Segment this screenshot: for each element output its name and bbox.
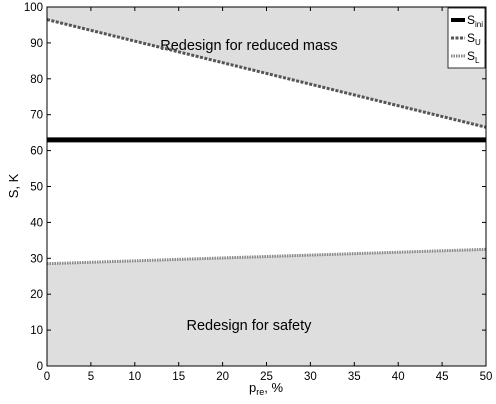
legend: Sini SU SL [447, 7, 486, 69]
x-tick-label: 30 [304, 371, 317, 383]
legend-label: Sini [467, 13, 483, 29]
region-reduced-mass [47, 7, 486, 128]
y-axis-label: S, K [6, 173, 21, 198]
y-tick-label: 20 [30, 289, 43, 301]
annotation-safety: Redesign for safety [186, 318, 312, 334]
region-safety [47, 249, 486, 366]
series-lines [46, 18, 487, 266]
x-tick-label: 35 [348, 371, 361, 383]
y-tick-label: 70 [30, 110, 43, 122]
x-tick-label: 0 [44, 371, 50, 383]
y-axis-ticks: 0 10 20 30 40 50 60 70 80 90 100 [24, 2, 486, 373]
y-tick-label: 50 [30, 182, 43, 194]
x-axis-label: pre, % [249, 380, 283, 397]
y-tick-label: 80 [30, 74, 43, 86]
x-tick-label: 40 [392, 371, 405, 383]
x-tick-label: 25 [260, 371, 273, 383]
annotation-reduced-mass: Redesign for reduced mass [160, 38, 337, 54]
y-tick-label: 40 [30, 217, 43, 229]
legend-label: SL [467, 49, 480, 65]
series-line-s-u [46, 18, 487, 129]
series-line-s-l [46, 247, 487, 266]
y-tick-label: 60 [30, 146, 43, 158]
x-tick-label: 10 [128, 371, 141, 383]
x-tick-label: 5 [88, 371, 94, 383]
x-tick-label: 45 [436, 371, 449, 383]
annotations: Redesign for reduced mass Redesign for sa… [160, 38, 337, 334]
shaded-regions [47, 7, 486, 366]
x-tick-label: 50 [480, 371, 493, 383]
y-tick-label: 100 [24, 2, 43, 14]
y-tick-label: 30 [30, 253, 43, 265]
x-tick-label: 15 [172, 371, 185, 383]
y-tick-label: 10 [30, 325, 43, 337]
legend-label: SU [467, 31, 481, 47]
x-tick-label: 20 [216, 371, 229, 383]
x-axis-ticks: 0 5 10 15 20 25 30 35 40 45 50 [44, 7, 493, 383]
y-tick-label: 90 [30, 38, 43, 50]
y-tick-label: 0 [37, 361, 43, 373]
legend-box [447, 7, 486, 69]
